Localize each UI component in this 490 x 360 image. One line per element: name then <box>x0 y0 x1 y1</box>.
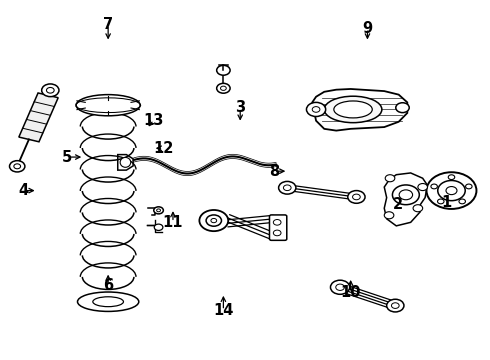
Text: 11: 11 <box>163 215 183 230</box>
Circle shape <box>399 190 413 200</box>
Text: 14: 14 <box>213 303 234 318</box>
Circle shape <box>217 83 230 93</box>
Circle shape <box>220 86 226 90</box>
Circle shape <box>385 175 395 182</box>
Text: 5: 5 <box>62 149 73 165</box>
Circle shape <box>426 172 476 209</box>
Text: 1: 1 <box>441 195 452 211</box>
Polygon shape <box>118 154 133 170</box>
Circle shape <box>14 164 21 169</box>
Circle shape <box>42 84 59 96</box>
Circle shape <box>211 219 217 223</box>
Ellipse shape <box>334 101 372 118</box>
Circle shape <box>466 184 472 189</box>
Circle shape <box>392 303 399 309</box>
Circle shape <box>387 299 404 312</box>
Circle shape <box>206 215 221 226</box>
Circle shape <box>306 102 326 117</box>
Circle shape <box>312 107 320 112</box>
Text: 9: 9 <box>363 21 372 36</box>
Circle shape <box>438 199 444 204</box>
Text: 4: 4 <box>18 183 28 198</box>
Circle shape <box>431 184 438 189</box>
Circle shape <box>413 205 423 212</box>
Circle shape <box>9 161 25 172</box>
Circle shape <box>279 181 296 194</box>
Circle shape <box>154 207 163 214</box>
Circle shape <box>283 185 291 190</box>
Ellipse shape <box>120 157 131 167</box>
Circle shape <box>438 180 465 201</box>
Circle shape <box>199 210 228 231</box>
Circle shape <box>154 224 163 230</box>
Ellipse shape <box>93 297 123 307</box>
Text: 12: 12 <box>153 141 173 156</box>
Circle shape <box>330 280 350 294</box>
Polygon shape <box>384 173 427 226</box>
Text: 6: 6 <box>103 278 113 293</box>
Text: 13: 13 <box>144 113 164 127</box>
Text: 3: 3 <box>235 100 245 115</box>
Circle shape <box>459 199 466 204</box>
Circle shape <box>336 284 344 291</box>
Circle shape <box>448 175 455 180</box>
Circle shape <box>418 184 427 190</box>
Ellipse shape <box>324 96 382 123</box>
Circle shape <box>353 194 360 200</box>
Circle shape <box>273 220 281 225</box>
Circle shape <box>157 209 161 212</box>
Circle shape <box>217 66 230 75</box>
Circle shape <box>446 186 457 195</box>
Text: 7: 7 <box>103 17 113 32</box>
Circle shape <box>47 87 54 93</box>
Circle shape <box>392 185 419 205</box>
Circle shape <box>273 230 281 236</box>
Circle shape <box>348 190 365 203</box>
Text: 10: 10 <box>341 285 361 300</box>
Circle shape <box>384 212 394 219</box>
Ellipse shape <box>77 292 139 311</box>
Text: 2: 2 <box>392 197 403 212</box>
Text: 8: 8 <box>269 164 279 179</box>
Polygon shape <box>312 89 407 131</box>
FancyBboxPatch shape <box>270 215 287 240</box>
Polygon shape <box>19 93 58 142</box>
Ellipse shape <box>76 95 140 116</box>
Circle shape <box>396 103 409 113</box>
